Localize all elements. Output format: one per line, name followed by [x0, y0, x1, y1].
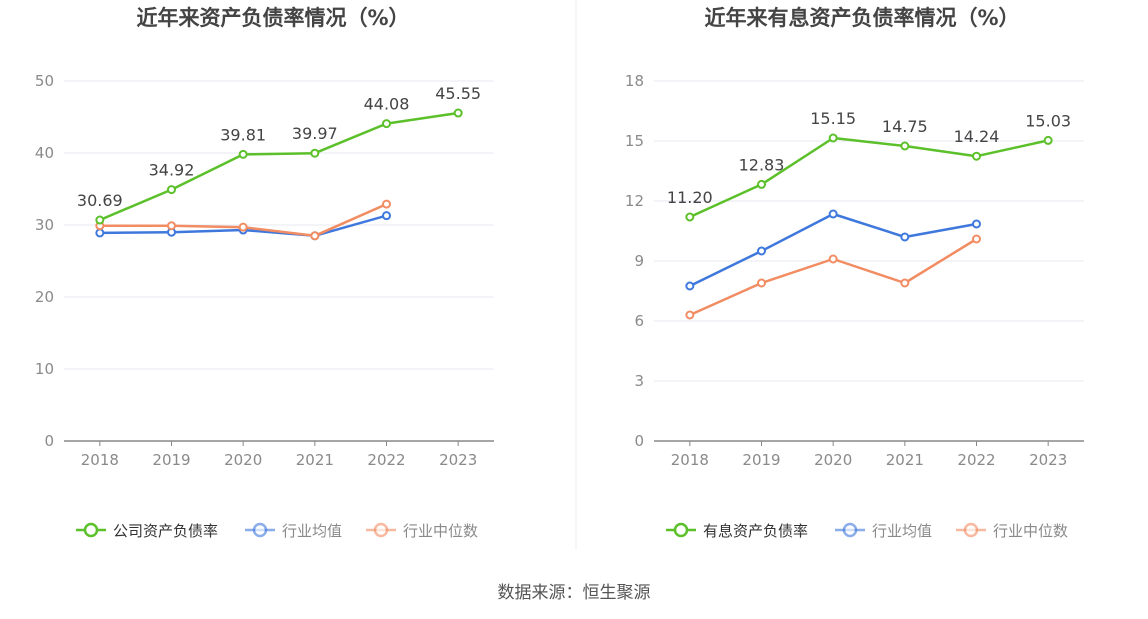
y-tick-label: 10 — [35, 360, 54, 378]
data-point — [900, 278, 910, 288]
data-point — [828, 133, 838, 143]
y-tick-label: 9 — [634, 252, 644, 270]
y-tick-label: 3 — [634, 372, 644, 390]
y-tick-label: 0 — [634, 432, 644, 450]
series-line — [99, 111, 459, 222]
x-tick-label: 2023 — [1029, 451, 1067, 469]
legend-swatch-marker — [963, 522, 979, 538]
data-point — [757, 246, 766, 256]
data-point — [382, 199, 391, 209]
series-line — [689, 237, 978, 317]
data-label: 15.15 — [810, 109, 856, 128]
data-point — [900, 232, 910, 242]
x-tick-label: 2019 — [152, 451, 190, 469]
y-tick-label: 30 — [35, 216, 54, 234]
data-point — [453, 108, 463, 118]
x-tick-label: 2020 — [224, 451, 262, 469]
legend-label: 行业均值 — [282, 522, 342, 540]
data-label: 44.08 — [364, 95, 410, 114]
data-point — [1043, 135, 1053, 145]
data-point — [828, 254, 838, 264]
legend-swatch-marker — [842, 522, 858, 538]
data-point — [972, 219, 981, 229]
data-label: 45.55 — [435, 84, 481, 103]
data-point — [685, 281, 695, 291]
data-label: 39.81 — [220, 125, 266, 144]
data-point — [685, 310, 695, 320]
series-line — [689, 212, 977, 288]
data-point — [757, 179, 766, 189]
data-label: 14.24 — [954, 127, 1000, 146]
data-point — [167, 221, 176, 231]
data-label: 30.69 — [77, 191, 123, 210]
series-line — [689, 136, 1049, 219]
x-tick-label: 2019 — [742, 451, 780, 469]
data-label: 12.83 — [739, 155, 785, 174]
data-point — [95, 228, 105, 238]
data-label: 15.03 — [1025, 111, 1071, 130]
legend-swatch-marker — [252, 522, 268, 538]
data-point — [685, 212, 695, 222]
chart-title: 近年来资产负债率情况（%） — [136, 6, 409, 30]
data-point — [382, 119, 391, 129]
data-point — [757, 278, 766, 288]
legend-swatch-marker — [83, 522, 99, 538]
y-tick-label: 12 — [625, 192, 644, 210]
x-tick-label: 2022 — [367, 451, 405, 469]
data-point — [828, 209, 838, 219]
data-point — [310, 231, 320, 241]
legend-label: 行业中位数 — [993, 522, 1068, 540]
data-point — [95, 215, 105, 225]
legend-label: 行业均值 — [872, 522, 932, 540]
x-tick-label: 2022 — [957, 451, 995, 469]
data-point — [900, 141, 910, 151]
data-point — [972, 234, 981, 244]
y-tick-label: 6 — [634, 312, 644, 330]
data-point — [167, 185, 176, 195]
legend-swatch-marker — [373, 522, 389, 538]
data-point — [382, 211, 391, 221]
x-tick-label: 2018 — [81, 451, 119, 469]
chart-title: 近年来有息资产负债率情况（%） — [704, 6, 1019, 30]
legend-label: 公司资产负债率 — [113, 522, 218, 540]
data-point — [310, 148, 320, 158]
legend-label: 有息资产负债率 — [703, 522, 808, 540]
y-tick-label: 0 — [44, 432, 54, 450]
data-label: 11.20 — [667, 188, 713, 207]
x-tick-label: 2018 — [671, 451, 709, 469]
x-tick-label: 2020 — [814, 451, 852, 469]
data-label: 34.92 — [149, 161, 195, 180]
y-tick-label: 20 — [35, 288, 54, 306]
data-point — [238, 149, 248, 159]
legend-label: 行业中位数 — [403, 522, 478, 540]
x-tick-label: 2023 — [439, 451, 477, 469]
data-point — [238, 222, 248, 232]
y-tick-label: 40 — [35, 144, 54, 162]
data-point — [972, 151, 981, 161]
data-label: 14.75 — [882, 117, 928, 136]
y-tick-label: 50 — [35, 72, 54, 90]
y-tick-label: 18 — [625, 72, 644, 90]
legend-swatch-marker — [673, 522, 689, 538]
data-source-note: 数据来源：恒生聚源 — [497, 583, 651, 603]
x-tick-label: 2021 — [296, 451, 334, 469]
y-tick-label: 15 — [625, 132, 644, 150]
x-tick-label: 2021 — [886, 451, 924, 469]
data-label: 39.97 — [292, 124, 338, 143]
